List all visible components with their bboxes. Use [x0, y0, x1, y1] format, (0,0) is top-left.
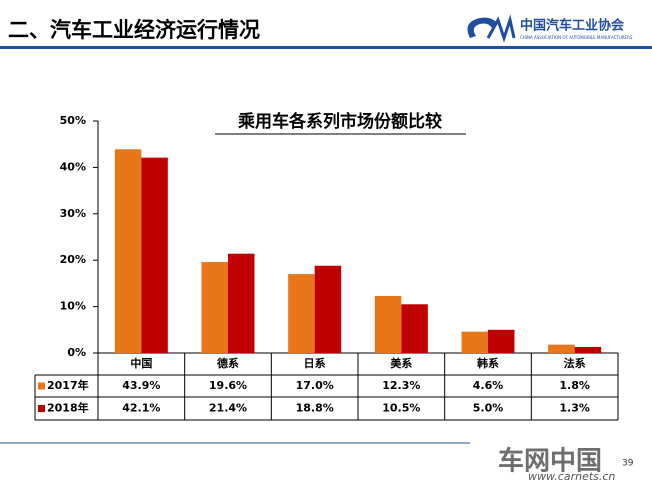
- value-label: 1.3%: [559, 402, 590, 415]
- logo-mark-m: [486, 14, 516, 43]
- y-tick-label: 0%: [67, 346, 86, 359]
- bar: [461, 331, 488, 353]
- x-tick-label: 美系: [390, 356, 412, 370]
- value-label: 12.3%: [382, 379, 420, 392]
- bar: [401, 304, 428, 353]
- bar: [288, 274, 315, 353]
- y-tick-label: 30%: [60, 207, 86, 220]
- value-label: 43.9%: [122, 379, 160, 392]
- bar: [574, 346, 602, 353]
- slide-title: 二、汽车工业经济运行情况: [8, 18, 260, 42]
- y-tick-label: 20%: [60, 253, 86, 266]
- x-tick-label: 日系: [304, 356, 326, 370]
- legend-swatch: [38, 382, 45, 390]
- bar: [314, 265, 342, 353]
- logo-english: CHINA ASSOCIATION OF AUTOMOBILE MANUFACT…: [520, 35, 633, 40]
- bar: [141, 157, 168, 353]
- x-tick-label: 法系: [564, 356, 586, 370]
- watermark-name: 车网中国: [498, 446, 602, 477]
- chart-title: 乘用车各系列市场份额比较: [237, 111, 442, 132]
- watermark-url: www.carnets.cn: [528, 470, 615, 483]
- bar: [548, 344, 575, 353]
- bar: [374, 295, 402, 353]
- value-label: 19.6%: [209, 379, 247, 392]
- header-rule: [0, 46, 652, 49]
- page-number: 39: [622, 459, 634, 469]
- legend-label: 2017年: [47, 378, 89, 392]
- value-label: 42.1%: [122, 402, 160, 415]
- value-label: 10.5%: [382, 402, 420, 415]
- value-label: 1.8%: [559, 379, 590, 392]
- logo-name: 中国汽车工业协会: [520, 18, 625, 34]
- x-tick-label: 德系: [216, 356, 239, 370]
- value-label: 4.6%: [473, 379, 504, 392]
- bar: [228, 253, 255, 353]
- y-tick-label: 10%: [60, 300, 86, 313]
- value-label: 21.4%: [209, 402, 247, 415]
- value-label: 17.0%: [296, 379, 334, 392]
- bar: [488, 329, 515, 353]
- value-label: 18.8%: [296, 402, 334, 415]
- bar: [201, 262, 228, 353]
- x-tick-label: 中国: [130, 356, 152, 370]
- bar: [114, 149, 142, 353]
- y-tick-label: 40%: [60, 160, 86, 173]
- x-tick-label: 韩系: [477, 356, 499, 370]
- logo-mark: [467, 17, 498, 38]
- y-tick-label: 50%: [60, 114, 86, 127]
- legend-swatch: [38, 405, 45, 412]
- legend-label: 2018年: [47, 401, 89, 415]
- value-label: 5.0%: [473, 402, 504, 415]
